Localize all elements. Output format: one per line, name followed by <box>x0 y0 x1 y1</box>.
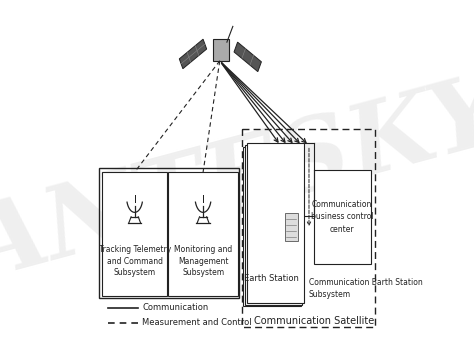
Bar <box>243 147 301 307</box>
Bar <box>246 144 304 303</box>
Text: Measurement and Control: Measurement and Control <box>142 318 252 327</box>
Text: Communication
business control
center: Communication business control center <box>311 200 374 234</box>
Text: Communication: Communication <box>142 303 209 312</box>
Bar <box>245 145 302 304</box>
Bar <box>242 129 375 327</box>
Bar <box>314 170 371 264</box>
Bar <box>99 168 239 298</box>
Polygon shape <box>234 42 261 72</box>
Bar <box>102 172 167 296</box>
Text: ANTESKY: ANTESKY <box>0 67 474 302</box>
Text: Communication Barth Station
Subsystem: Communication Barth Station Subsystem <box>309 278 423 299</box>
Polygon shape <box>179 39 207 69</box>
Text: Tracking Telemetry
and Command
Subsystem: Tracking Telemetry and Command Subsystem <box>99 245 171 277</box>
Bar <box>168 172 237 296</box>
Text: Communication Satellite: Communication Satellite <box>254 316 374 326</box>
Text: Monitoring and
Management
Subsystem: Monitoring and Management Subsystem <box>174 245 232 277</box>
Text: Earth Station: Earth Station <box>244 274 299 283</box>
Bar <box>284 213 298 241</box>
Bar <box>213 39 229 61</box>
